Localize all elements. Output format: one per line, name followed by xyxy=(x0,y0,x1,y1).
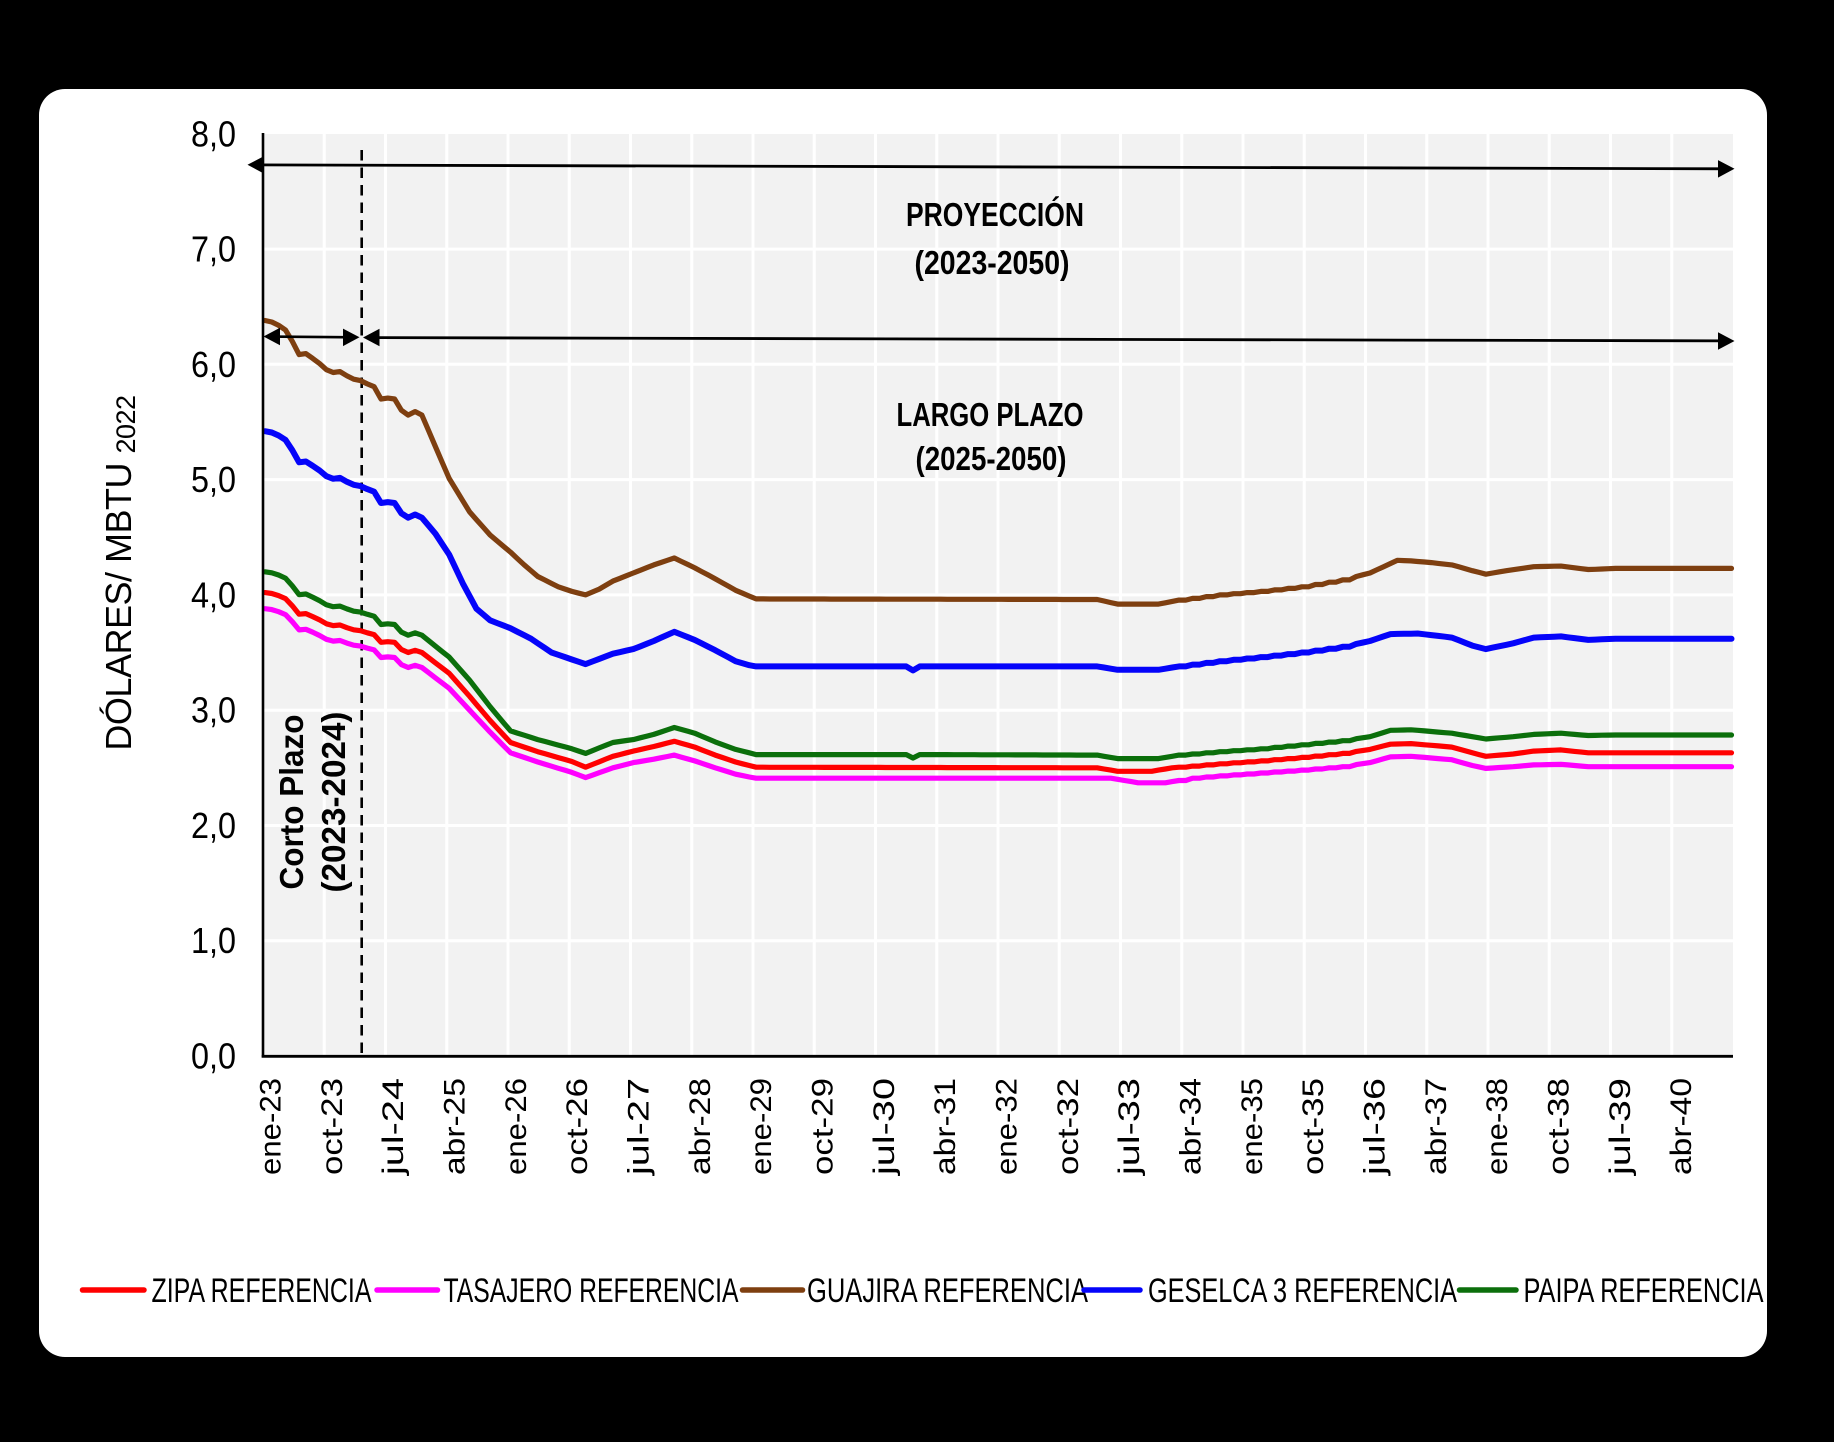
svg-text:PAIPA REFERENCIA: PAIPA REFERENCIA xyxy=(1524,1272,1764,1310)
svg-text:jul-30: jul-30 xyxy=(868,1078,901,1176)
svg-text:8,0: 8,0 xyxy=(191,113,236,154)
svg-text:oct-26: oct-26 xyxy=(561,1078,594,1175)
svg-text:TASAJERO REFERENCIA: TASAJERO REFERENCIA xyxy=(444,1272,739,1310)
svg-text:Corto Plazo: Corto Plazo xyxy=(273,715,310,890)
svg-text:oct-23: oct-23 xyxy=(316,1078,349,1175)
svg-text:abr-31: abr-31 xyxy=(929,1078,962,1175)
svg-text:2,0: 2,0 xyxy=(191,805,236,846)
svg-text:jul-33: jul-33 xyxy=(1113,1078,1146,1176)
svg-text:GESELCA 3 REFERENCIA: GESELCA 3 REFERENCIA xyxy=(1148,1272,1457,1310)
svg-text:LARGO PLAZO: LARGO PLAZO xyxy=(897,396,1084,433)
svg-text:ene-35: ene-35 xyxy=(1236,1078,1269,1175)
svg-text:jul-24: jul-24 xyxy=(377,1078,410,1176)
svg-text:oct-38: oct-38 xyxy=(1542,1078,1575,1175)
svg-text:ene-32: ene-32 xyxy=(991,1078,1024,1175)
svg-text:oct-35: oct-35 xyxy=(1297,1078,1330,1175)
svg-text:oct-32: oct-32 xyxy=(1052,1078,1085,1175)
svg-text:4,0: 4,0 xyxy=(191,574,236,615)
svg-text:0,0: 0,0 xyxy=(191,1036,236,1077)
svg-text:abr-25: abr-25 xyxy=(439,1078,472,1175)
svg-text:ene-23: ene-23 xyxy=(255,1078,288,1175)
svg-text:DÓLARES/ MBTU 2022: DÓLARES/ MBTU 2022 xyxy=(98,395,141,750)
svg-text:5,0: 5,0 xyxy=(191,459,236,500)
svg-text:ene-26: ene-26 xyxy=(500,1078,533,1175)
svg-text:abr-40: abr-40 xyxy=(1665,1078,1698,1175)
svg-text:6,0: 6,0 xyxy=(191,344,236,385)
svg-text:PROYECCIÓN: PROYECCIÓN xyxy=(906,196,1084,233)
svg-text:jul-27: jul-27 xyxy=(623,1078,656,1176)
svg-text:ZIPA REFERENCIA: ZIPA REFERENCIA xyxy=(152,1272,372,1310)
svg-text:7,0: 7,0 xyxy=(191,229,236,270)
svg-text:oct-29: oct-29 xyxy=(807,1078,840,1175)
svg-text:3,0: 3,0 xyxy=(191,690,236,731)
svg-text:ene-29: ene-29 xyxy=(745,1078,778,1175)
svg-text:1,0: 1,0 xyxy=(191,920,236,961)
svg-text:jul-36: jul-36 xyxy=(1358,1078,1391,1176)
svg-text:GUAJIRA REFERENCIA: GUAJIRA REFERENCIA xyxy=(807,1272,1088,1310)
svg-text:abr-37: abr-37 xyxy=(1420,1078,1453,1175)
svg-text:(2025-2050): (2025-2050) xyxy=(916,440,1067,477)
svg-text:(2023-2050): (2023-2050) xyxy=(915,244,1070,281)
svg-text:jul-39: jul-39 xyxy=(1604,1078,1637,1176)
svg-text:abr-28: abr-28 xyxy=(684,1078,717,1175)
svg-text:abr-34: abr-34 xyxy=(1174,1078,1207,1175)
svg-text:(2023-2024): (2023-2024) xyxy=(315,712,352,893)
svg-text:ene-38: ene-38 xyxy=(1481,1078,1514,1175)
